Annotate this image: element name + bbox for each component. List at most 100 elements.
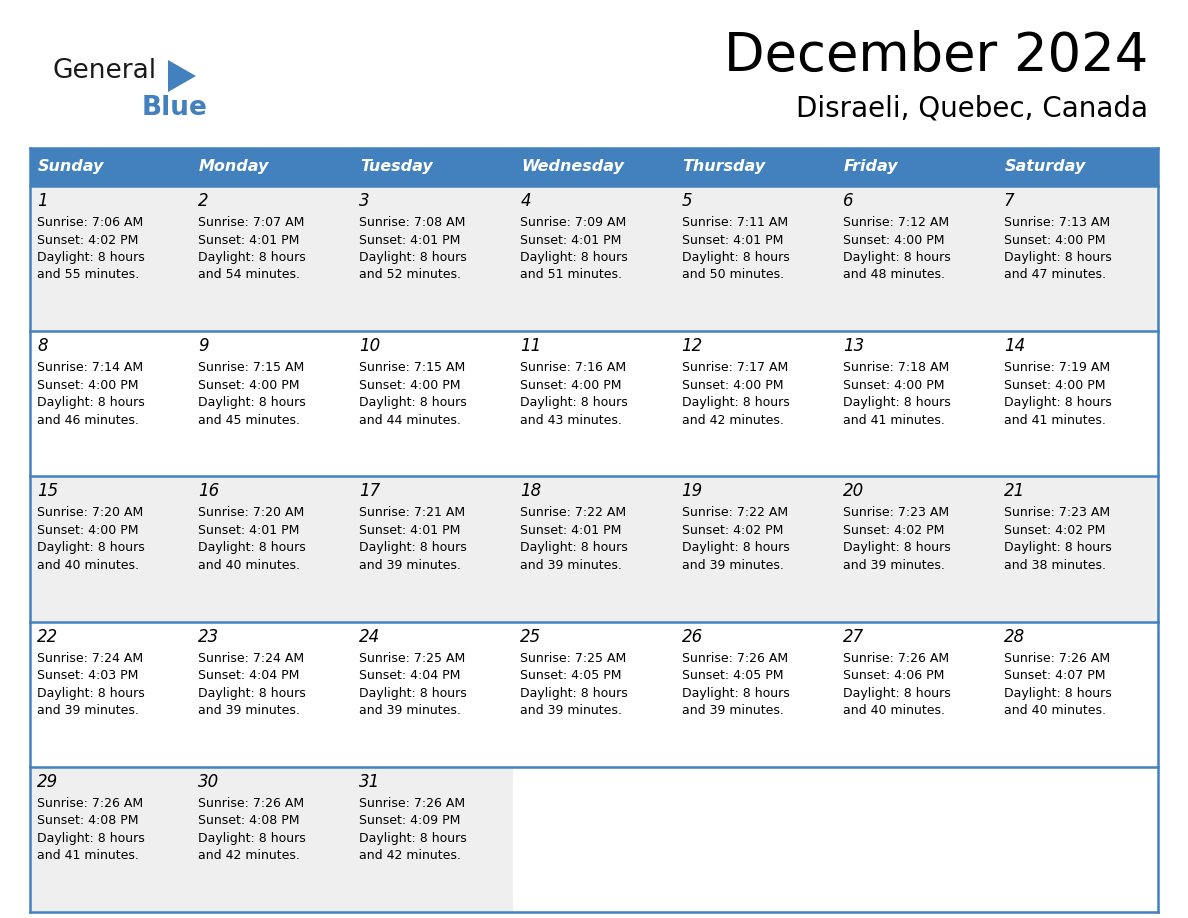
Text: and 48 minutes.: and 48 minutes. [842, 268, 944, 282]
FancyBboxPatch shape [353, 148, 513, 186]
Text: Sunrise: 7:18 AM: Sunrise: 7:18 AM [842, 361, 949, 375]
Text: Sunrise: 7:15 AM: Sunrise: 7:15 AM [359, 361, 466, 375]
FancyBboxPatch shape [30, 186, 191, 331]
FancyBboxPatch shape [835, 331, 997, 476]
Text: Daylight: 8 hours: Daylight: 8 hours [37, 687, 145, 700]
Text: Sunrise: 7:12 AM: Sunrise: 7:12 AM [842, 216, 949, 229]
Text: Daylight: 8 hours: Daylight: 8 hours [359, 251, 467, 264]
Text: Daylight: 8 hours: Daylight: 8 hours [520, 687, 628, 700]
Text: Daylight: 8 hours: Daylight: 8 hours [198, 832, 305, 845]
Text: Sunrise: 7:14 AM: Sunrise: 7:14 AM [37, 361, 143, 375]
FancyBboxPatch shape [675, 476, 835, 621]
Text: and 54 minutes.: and 54 minutes. [198, 268, 301, 282]
Text: Friday: Friday [843, 160, 898, 174]
Text: 24: 24 [359, 628, 380, 645]
Text: Sunrise: 7:13 AM: Sunrise: 7:13 AM [1004, 216, 1110, 229]
Text: and 39 minutes.: and 39 minutes. [682, 704, 783, 717]
Text: Sunrise: 7:25 AM: Sunrise: 7:25 AM [520, 652, 627, 665]
Text: Sunset: 4:01 PM: Sunset: 4:01 PM [682, 233, 783, 247]
FancyBboxPatch shape [835, 186, 997, 331]
FancyBboxPatch shape [353, 476, 513, 621]
Text: Sunrise: 7:23 AM: Sunrise: 7:23 AM [1004, 507, 1110, 520]
FancyBboxPatch shape [835, 621, 997, 767]
Text: Sunrise: 7:20 AM: Sunrise: 7:20 AM [37, 507, 144, 520]
Text: Daylight: 8 hours: Daylight: 8 hours [37, 251, 145, 264]
Text: 26: 26 [682, 628, 703, 645]
Text: Daylight: 8 hours: Daylight: 8 hours [842, 687, 950, 700]
Text: Sunrise: 7:24 AM: Sunrise: 7:24 AM [198, 652, 304, 665]
Text: Daylight: 8 hours: Daylight: 8 hours [1004, 542, 1112, 554]
Text: Sunset: 4:02 PM: Sunset: 4:02 PM [1004, 524, 1105, 537]
Text: 22: 22 [37, 628, 58, 645]
Text: 30: 30 [198, 773, 220, 790]
Text: Sunset: 4:00 PM: Sunset: 4:00 PM [842, 379, 944, 392]
Text: Daylight: 8 hours: Daylight: 8 hours [198, 542, 305, 554]
FancyBboxPatch shape [675, 331, 835, 476]
Text: and 42 minutes.: and 42 minutes. [359, 849, 461, 862]
Text: Sunrise: 7:17 AM: Sunrise: 7:17 AM [682, 361, 788, 375]
Text: and 41 minutes.: and 41 minutes. [37, 849, 139, 862]
Text: 29: 29 [37, 773, 58, 790]
FancyBboxPatch shape [997, 186, 1158, 331]
Text: and 40 minutes.: and 40 minutes. [37, 559, 139, 572]
FancyBboxPatch shape [997, 621, 1158, 767]
Text: Sunset: 4:00 PM: Sunset: 4:00 PM [1004, 379, 1105, 392]
Text: and 47 minutes.: and 47 minutes. [1004, 268, 1106, 282]
Text: 18: 18 [520, 482, 542, 500]
Text: Sunrise: 7:07 AM: Sunrise: 7:07 AM [198, 216, 304, 229]
Text: Wednesday: Wednesday [522, 160, 625, 174]
FancyBboxPatch shape [191, 331, 353, 476]
Text: Daylight: 8 hours: Daylight: 8 hours [842, 251, 950, 264]
FancyBboxPatch shape [30, 148, 191, 186]
Text: 16: 16 [198, 482, 220, 500]
Text: Sunrise: 7:20 AM: Sunrise: 7:20 AM [198, 507, 304, 520]
Text: 14: 14 [1004, 337, 1025, 355]
Text: Sunrise: 7:11 AM: Sunrise: 7:11 AM [682, 216, 788, 229]
Text: 31: 31 [359, 773, 380, 790]
FancyBboxPatch shape [191, 186, 353, 331]
Text: Sunset: 4:01 PM: Sunset: 4:01 PM [198, 524, 299, 537]
Text: Daylight: 8 hours: Daylight: 8 hours [1004, 397, 1112, 409]
Text: 2: 2 [198, 192, 209, 210]
Text: Daylight: 8 hours: Daylight: 8 hours [359, 687, 467, 700]
Text: and 42 minutes.: and 42 minutes. [682, 414, 783, 427]
Text: 7: 7 [1004, 192, 1015, 210]
FancyBboxPatch shape [513, 148, 675, 186]
Text: 6: 6 [842, 192, 853, 210]
Text: Sunset: 4:00 PM: Sunset: 4:00 PM [1004, 233, 1105, 247]
FancyBboxPatch shape [835, 148, 997, 186]
Text: Daylight: 8 hours: Daylight: 8 hours [842, 542, 950, 554]
Text: Sunrise: 7:23 AM: Sunrise: 7:23 AM [842, 507, 949, 520]
Text: Blue: Blue [143, 95, 208, 121]
Text: and 39 minutes.: and 39 minutes. [682, 559, 783, 572]
FancyBboxPatch shape [191, 148, 353, 186]
Text: Sunrise: 7:26 AM: Sunrise: 7:26 AM [682, 652, 788, 665]
Text: Sunset: 4:05 PM: Sunset: 4:05 PM [520, 669, 623, 682]
Text: and 39 minutes.: and 39 minutes. [359, 559, 461, 572]
Text: Sunset: 4:00 PM: Sunset: 4:00 PM [359, 379, 461, 392]
Text: 1: 1 [37, 192, 48, 210]
Text: 27: 27 [842, 628, 864, 645]
Text: and 46 minutes.: and 46 minutes. [37, 414, 139, 427]
Text: and 39 minutes.: and 39 minutes. [520, 704, 623, 717]
Text: Daylight: 8 hours: Daylight: 8 hours [682, 542, 789, 554]
Text: and 39 minutes.: and 39 minutes. [520, 559, 623, 572]
Text: Sunset: 4:01 PM: Sunset: 4:01 PM [520, 524, 621, 537]
FancyBboxPatch shape [997, 148, 1158, 186]
Text: Daylight: 8 hours: Daylight: 8 hours [1004, 687, 1112, 700]
Text: Daylight: 8 hours: Daylight: 8 hours [359, 832, 467, 845]
FancyBboxPatch shape [191, 767, 353, 912]
Text: Sunrise: 7:26 AM: Sunrise: 7:26 AM [1004, 652, 1110, 665]
Text: and 40 minutes.: and 40 minutes. [1004, 704, 1106, 717]
Text: and 55 minutes.: and 55 minutes. [37, 268, 139, 282]
Text: Daylight: 8 hours: Daylight: 8 hours [520, 542, 628, 554]
Text: 19: 19 [682, 482, 703, 500]
Text: 20: 20 [842, 482, 864, 500]
FancyBboxPatch shape [513, 476, 675, 621]
FancyBboxPatch shape [353, 767, 513, 912]
Text: and 39 minutes.: and 39 minutes. [198, 704, 301, 717]
Text: 3: 3 [359, 192, 369, 210]
Text: Daylight: 8 hours: Daylight: 8 hours [682, 687, 789, 700]
Text: and 39 minutes.: and 39 minutes. [359, 704, 461, 717]
Text: Daylight: 8 hours: Daylight: 8 hours [682, 251, 789, 264]
